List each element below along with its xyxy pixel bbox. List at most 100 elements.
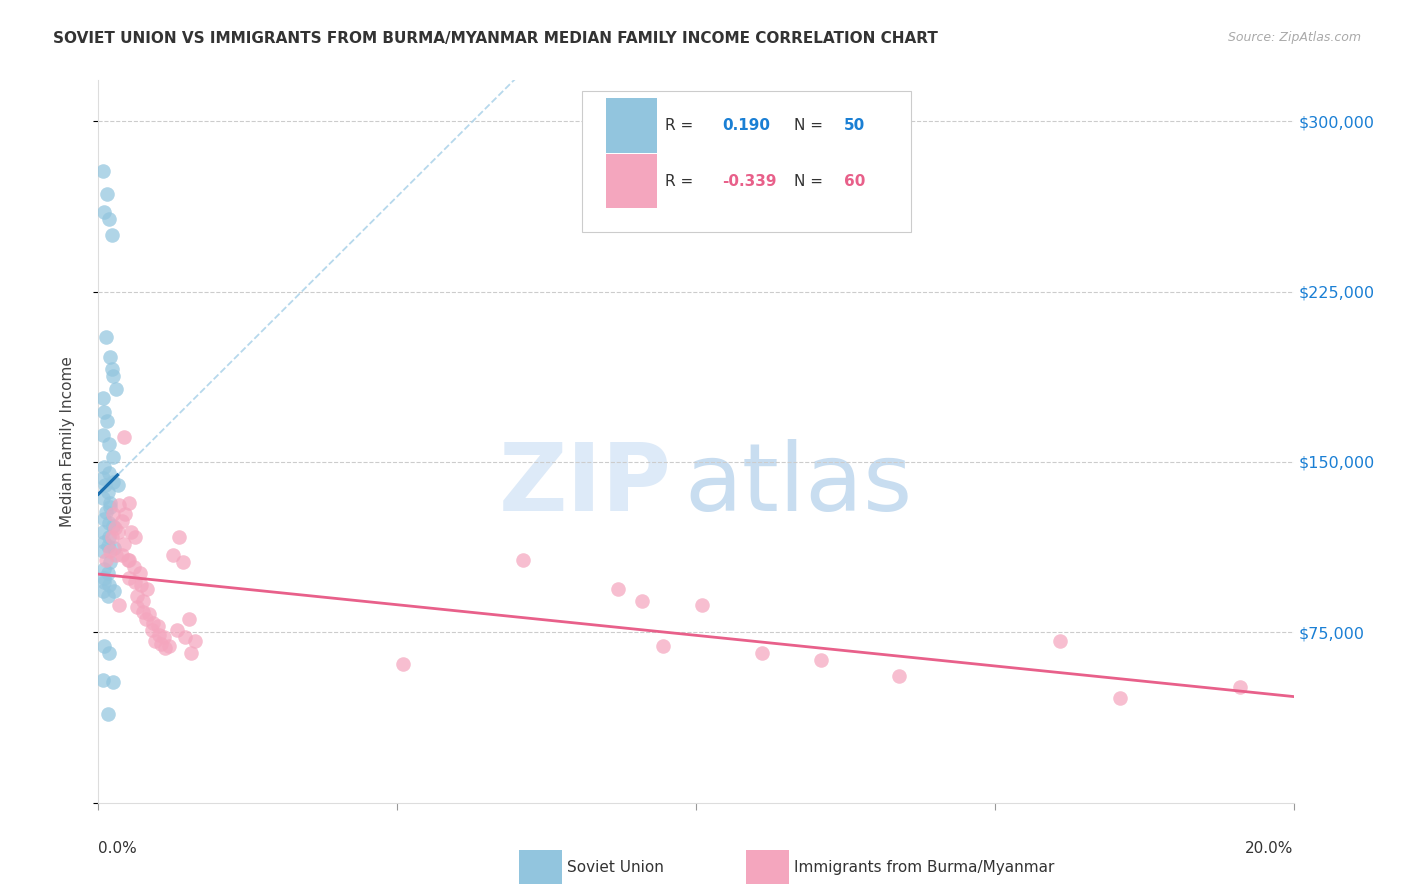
Point <box>100 227 122 242</box>
Text: 50: 50 <box>844 118 866 133</box>
Point <box>607 582 630 597</box>
Point <box>184 634 207 648</box>
Point <box>98 437 121 451</box>
Point <box>101 675 124 690</box>
Point <box>93 205 115 219</box>
Point <box>1109 691 1132 706</box>
Text: Source: ZipAtlas.com: Source: ZipAtlas.com <box>1227 31 1361 45</box>
Point <box>103 518 125 533</box>
Point <box>124 575 146 590</box>
Text: atlas: atlas <box>685 439 912 531</box>
Point <box>179 612 201 626</box>
Point <box>103 368 125 383</box>
Point <box>652 639 675 653</box>
Point <box>143 634 166 648</box>
Text: -0.339: -0.339 <box>723 174 776 188</box>
Point <box>93 405 115 419</box>
Point <box>174 630 197 644</box>
Text: N =: N = <box>794 118 828 133</box>
Point <box>127 600 149 615</box>
Point <box>98 500 122 515</box>
Point <box>392 657 415 672</box>
Text: 60: 60 <box>844 174 866 188</box>
Point <box>631 593 654 607</box>
Point <box>98 577 121 591</box>
Point <box>124 530 146 544</box>
Point <box>93 459 115 474</box>
Point <box>153 630 176 644</box>
Point <box>118 496 141 510</box>
Point <box>889 668 911 682</box>
Point <box>124 559 146 574</box>
Point <box>108 598 131 612</box>
Y-axis label: Median Family Income: Median Family Income <box>60 356 75 527</box>
Point <box>107 525 129 540</box>
Text: Immigrants from Burma/Myanmar: Immigrants from Burma/Myanmar <box>794 860 1054 874</box>
Point <box>751 646 773 660</box>
Point <box>97 484 120 499</box>
Point <box>148 618 170 632</box>
Point <box>112 430 135 444</box>
FancyBboxPatch shape <box>606 154 657 208</box>
Point <box>127 589 149 603</box>
Text: R =: R = <box>665 174 697 188</box>
Point <box>155 641 177 656</box>
Point <box>117 552 139 566</box>
Point <box>138 607 160 622</box>
Point <box>93 571 115 585</box>
FancyBboxPatch shape <box>606 98 657 153</box>
Point <box>162 548 184 562</box>
Point <box>98 467 121 481</box>
Point <box>141 623 163 637</box>
Text: R =: R = <box>665 118 697 133</box>
Point <box>97 589 120 603</box>
Point <box>180 646 202 660</box>
Point <box>810 653 832 667</box>
Point <box>94 477 117 491</box>
Point <box>142 616 165 631</box>
Point <box>157 639 180 653</box>
Point <box>91 543 114 558</box>
Point <box>98 555 121 569</box>
Point <box>93 562 115 576</box>
Text: SOVIET UNION VS IMMIGRANTS FROM BURMA/MYANMAR MEDIAN FAMILY INCOME CORRELATION C: SOVIET UNION VS IMMIGRANTS FROM BURMA/MY… <box>53 31 938 46</box>
Point <box>111 514 134 528</box>
Point <box>100 530 122 544</box>
Point <box>91 392 114 406</box>
Point <box>118 571 141 585</box>
Point <box>167 530 190 544</box>
Point <box>98 351 122 365</box>
Point <box>114 508 136 522</box>
Point <box>166 623 188 637</box>
Point <box>105 382 128 396</box>
Point <box>97 707 120 722</box>
Point <box>98 496 121 510</box>
Point <box>98 211 121 226</box>
Point <box>96 414 118 428</box>
Point <box>91 673 114 687</box>
Point <box>103 450 125 465</box>
Point <box>108 498 131 512</box>
Point <box>118 552 141 566</box>
Point <box>91 584 114 599</box>
Point <box>135 612 157 626</box>
Point <box>150 637 173 651</box>
Point <box>1229 680 1251 694</box>
Point <box>97 566 120 581</box>
Point <box>93 639 115 653</box>
Point <box>120 525 142 540</box>
Point <box>132 593 155 607</box>
Point <box>93 575 115 590</box>
Text: ZIP: ZIP <box>499 439 672 531</box>
Point <box>91 164 114 178</box>
Point <box>91 491 114 506</box>
Point <box>148 628 170 642</box>
Text: 0.0%: 0.0% <box>98 841 138 856</box>
Point <box>91 525 114 540</box>
Text: 20.0%: 20.0% <box>1246 841 1294 856</box>
FancyBboxPatch shape <box>582 91 911 232</box>
Point <box>107 477 129 491</box>
Point <box>94 552 117 566</box>
Point <box>98 646 121 660</box>
Point <box>93 512 115 526</box>
